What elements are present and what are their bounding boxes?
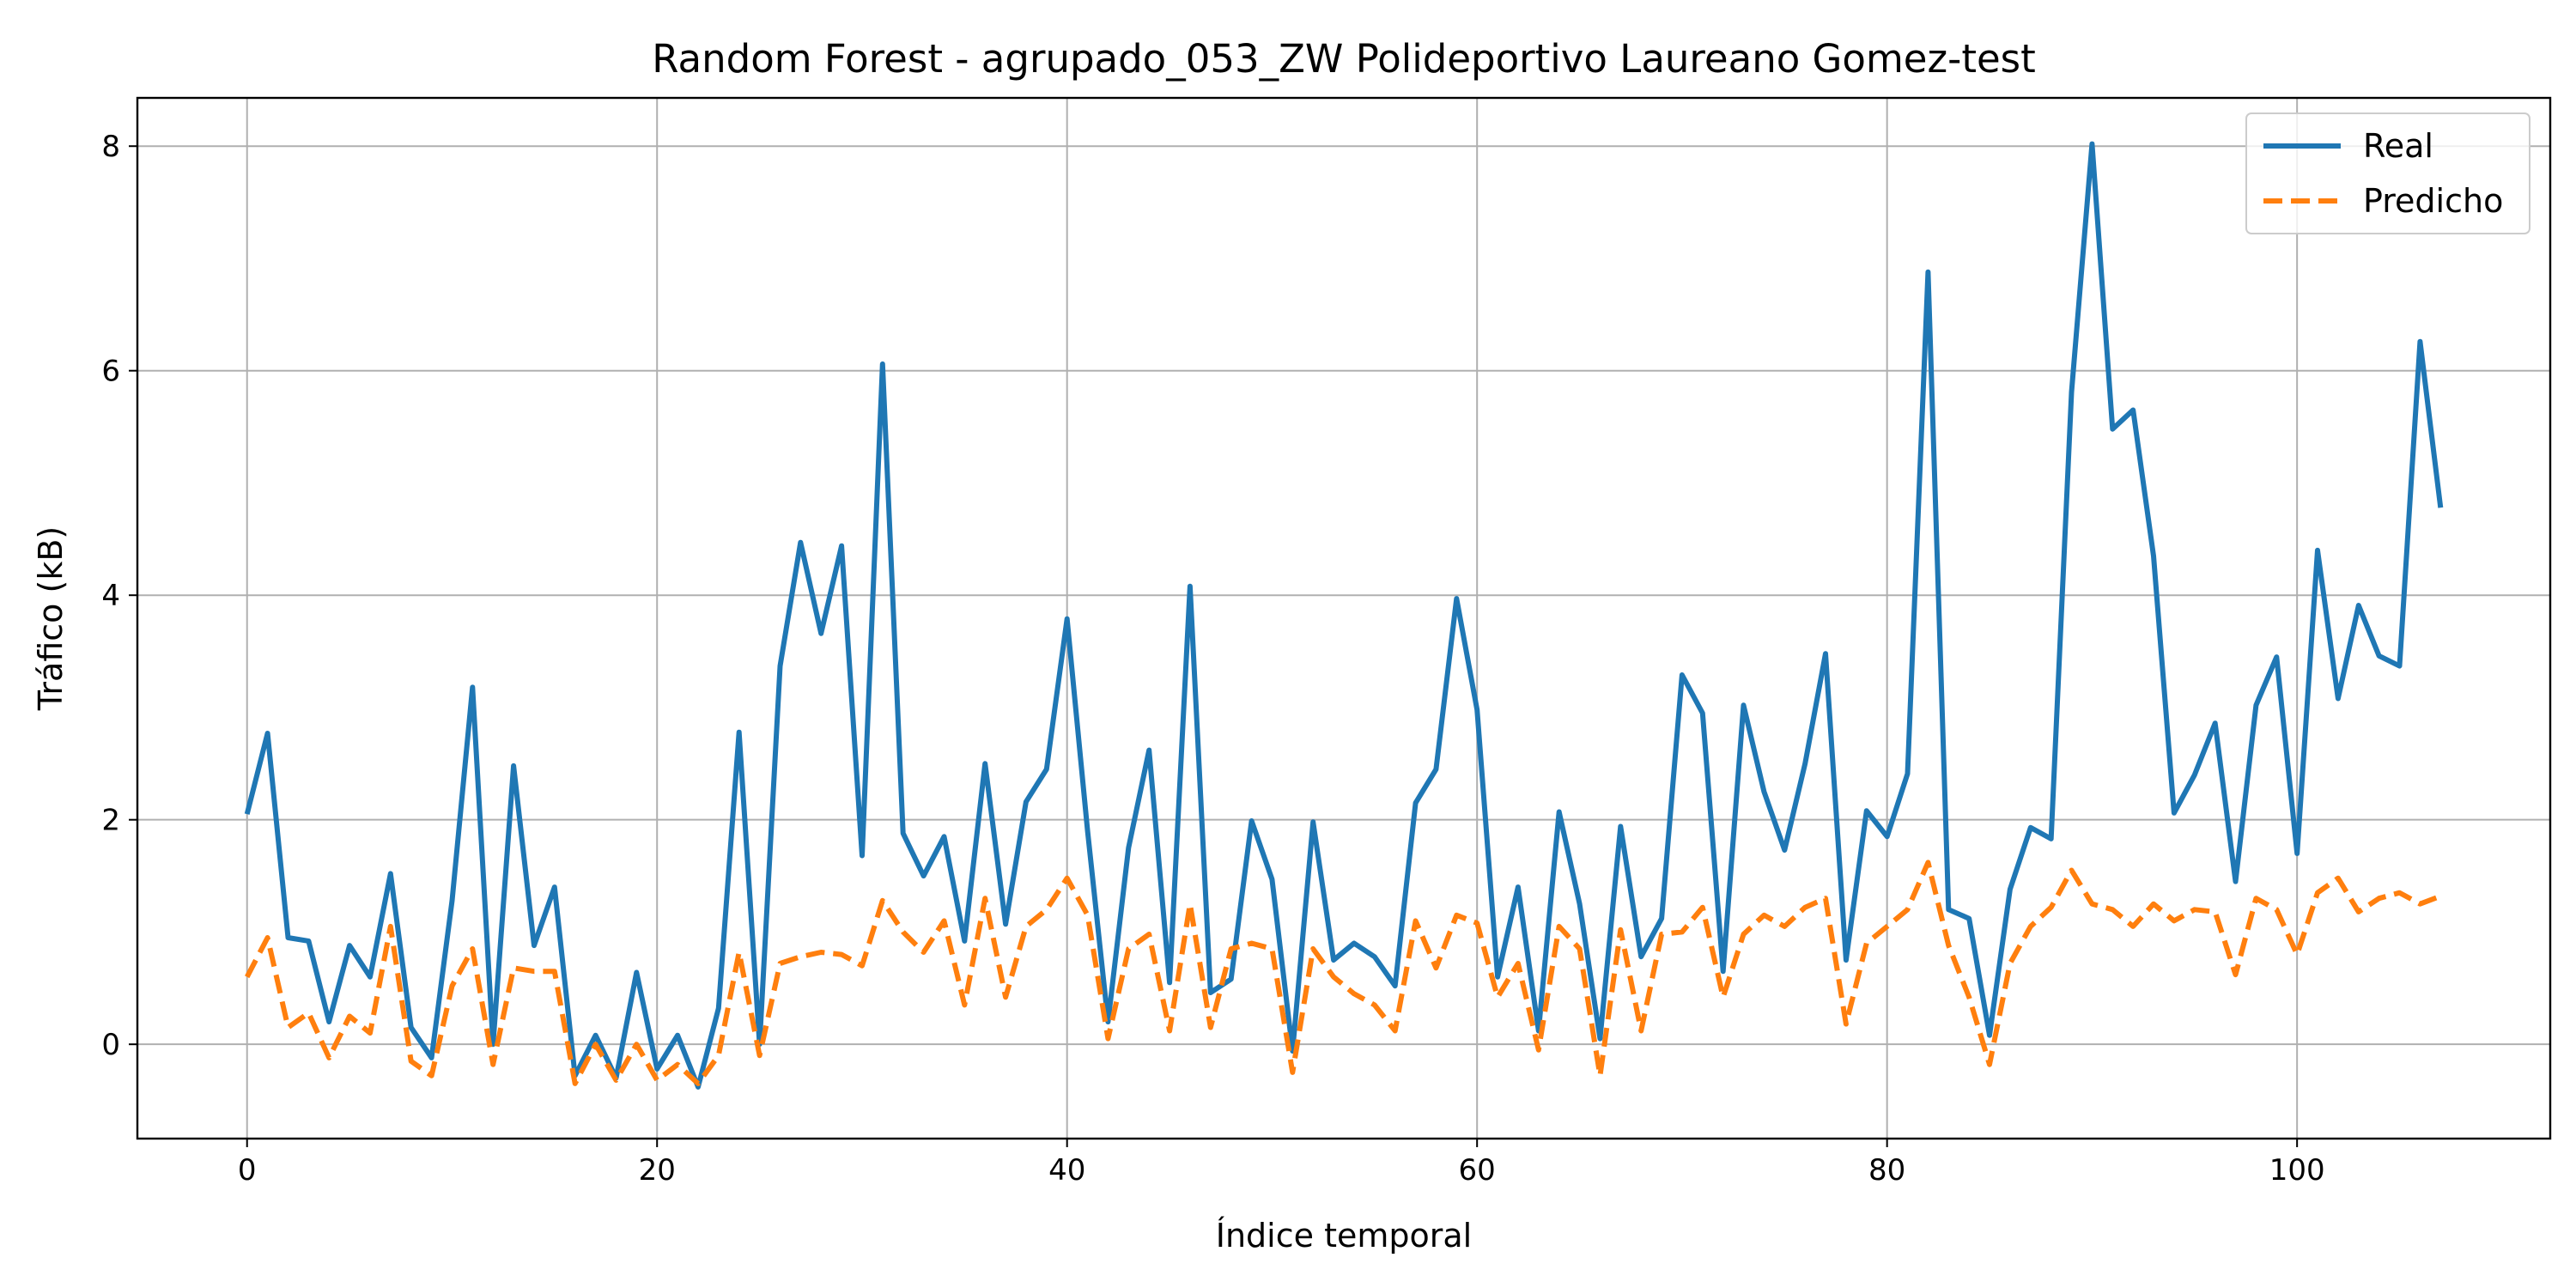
ticks: 0 20 40 60 80 100 0 2 4 6 8 [101,130,2324,1188]
x-tick-label: 60 [1459,1153,1496,1188]
plot-area [136,96,2552,1140]
x-tick-label: 80 [1868,1153,1905,1188]
series-layer [244,141,2444,1090]
x-tick-label: 0 [238,1153,257,1188]
legend-label-real: Real [2363,127,2433,165]
x-tick-label: 100 [2269,1153,2325,1188]
legend-label-predicho: Predicho [2363,182,2503,220]
y-axis-label: Tráfico (kB) [32,526,70,711]
x-tick-label: 40 [1048,1153,1085,1188]
y-tick-label: 6 [101,355,120,389]
y-tick-label: 0 [101,1028,120,1062]
x-axis-label: Índice temporal [1216,1217,1472,1255]
x-tick-label: 20 [639,1153,676,1188]
grid [137,98,2550,1139]
legend: Real Predicho [2245,112,2530,234]
series-line-predicho [245,860,2442,1086]
chart-title: Random Forest - agrupado_053_ZW Polidepo… [652,36,2036,82]
axes-frame [136,96,2552,1140]
y-tick-label: 2 [101,804,120,838]
y-tick-label: 4 [101,579,120,613]
y-tick-label: 8 [101,130,120,164]
